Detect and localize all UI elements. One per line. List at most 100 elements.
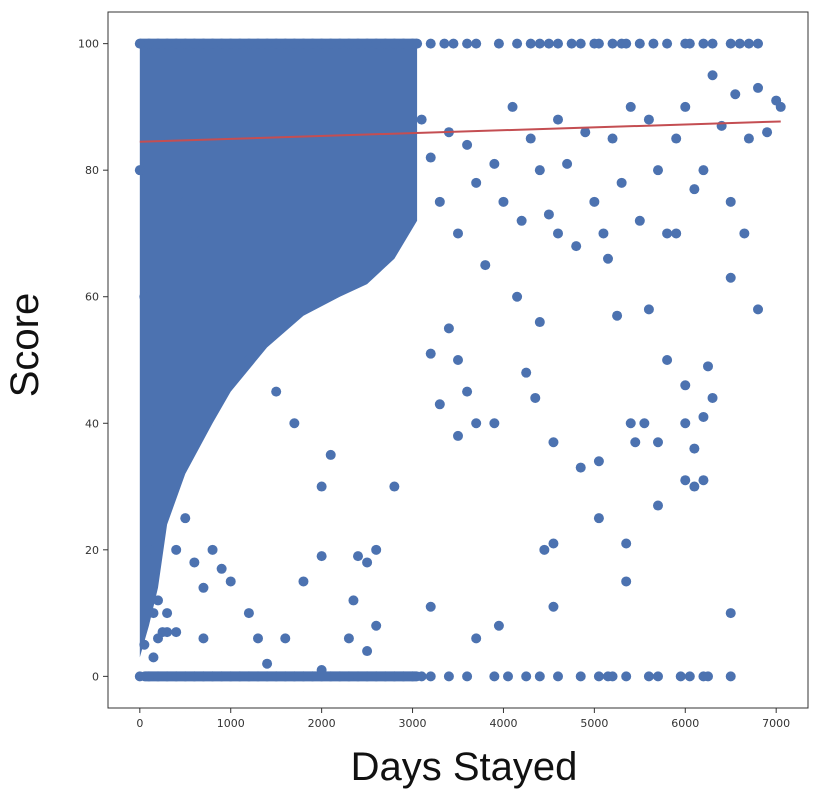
data-point [680,380,691,391]
data-point [680,418,691,429]
data-point [643,114,654,125]
data-point [653,165,663,176]
data-point [143,38,154,49]
data-point [575,38,586,49]
data-point [180,196,191,207]
data-point [534,317,545,328]
data-point [753,82,763,93]
y-tick-label: 60 [85,291,99,304]
data-point [139,291,150,302]
data-point [171,544,182,555]
data-point [234,671,245,682]
data-point [143,671,154,682]
data-point [143,418,154,429]
data-point [316,551,327,562]
data-point [543,38,554,49]
data-point [316,38,327,49]
data-point [207,38,218,49]
data-point [653,500,663,511]
data-point [671,228,682,239]
x-tick-label: 4000 [489,717,517,730]
data-point [189,671,200,682]
data-point [603,253,613,264]
data-point [153,38,163,49]
data-point [139,639,150,650]
data-point [171,671,182,682]
data-point [725,671,736,682]
data-point [471,177,482,188]
data-point [425,671,436,682]
data-point [571,241,582,252]
data-point [207,671,218,682]
x-tick-label: 5000 [580,717,608,730]
data-point [675,671,686,682]
data-point [289,671,300,682]
data-point [653,671,663,682]
data-point [680,101,691,112]
data-point [162,38,173,49]
x-tick-label: 1000 [217,717,245,730]
data-point [684,671,695,682]
data-point [280,671,291,682]
data-point [725,272,736,283]
data-point [243,608,254,619]
data-point [562,158,573,169]
data-point [162,608,173,619]
data-point [439,38,450,49]
data-point [334,38,345,49]
data-point [271,671,282,682]
data-point [189,38,200,49]
data-point [548,601,559,612]
data-point [521,367,532,378]
data-point [243,38,254,49]
data-point [362,646,373,657]
data-point [580,127,591,138]
data-point [189,228,200,239]
data-point [471,38,482,49]
data-point [707,392,718,403]
y-tick-label: 100 [78,38,99,51]
data-point [543,209,554,220]
data-point [493,620,504,631]
data-point [534,671,545,682]
data-point [462,38,473,49]
data-point [725,608,736,619]
y-axis-title: Score [3,293,47,398]
data-point [503,671,513,682]
data-point [739,228,750,239]
data-point [148,652,159,663]
data-point [198,671,209,682]
data-point [316,481,327,492]
x-tick-label: 7000 [762,717,790,730]
data-point [398,671,409,682]
data-point [162,671,173,682]
data-point [743,38,754,49]
data-point [198,582,209,593]
data-point [362,38,373,49]
data-point [471,418,482,429]
data-point [143,544,154,555]
data-point [625,101,636,112]
data-point [453,430,463,441]
data-point [734,38,745,49]
data-point [525,133,536,144]
data-point [298,38,309,49]
data-point [534,38,545,49]
data-point [389,481,400,492]
data-point [662,228,673,239]
data-point [489,418,500,429]
data-point [630,437,641,448]
data-point [198,38,209,49]
data-point [198,633,209,644]
data-point [307,671,318,682]
data-point [134,38,145,49]
data-point [625,418,636,429]
dense-point-region [139,43,418,658]
data-point [480,260,491,271]
data-point [730,89,741,100]
data-point [512,291,523,302]
data-point [253,38,263,49]
data-point [753,304,763,315]
data-point [207,544,218,555]
